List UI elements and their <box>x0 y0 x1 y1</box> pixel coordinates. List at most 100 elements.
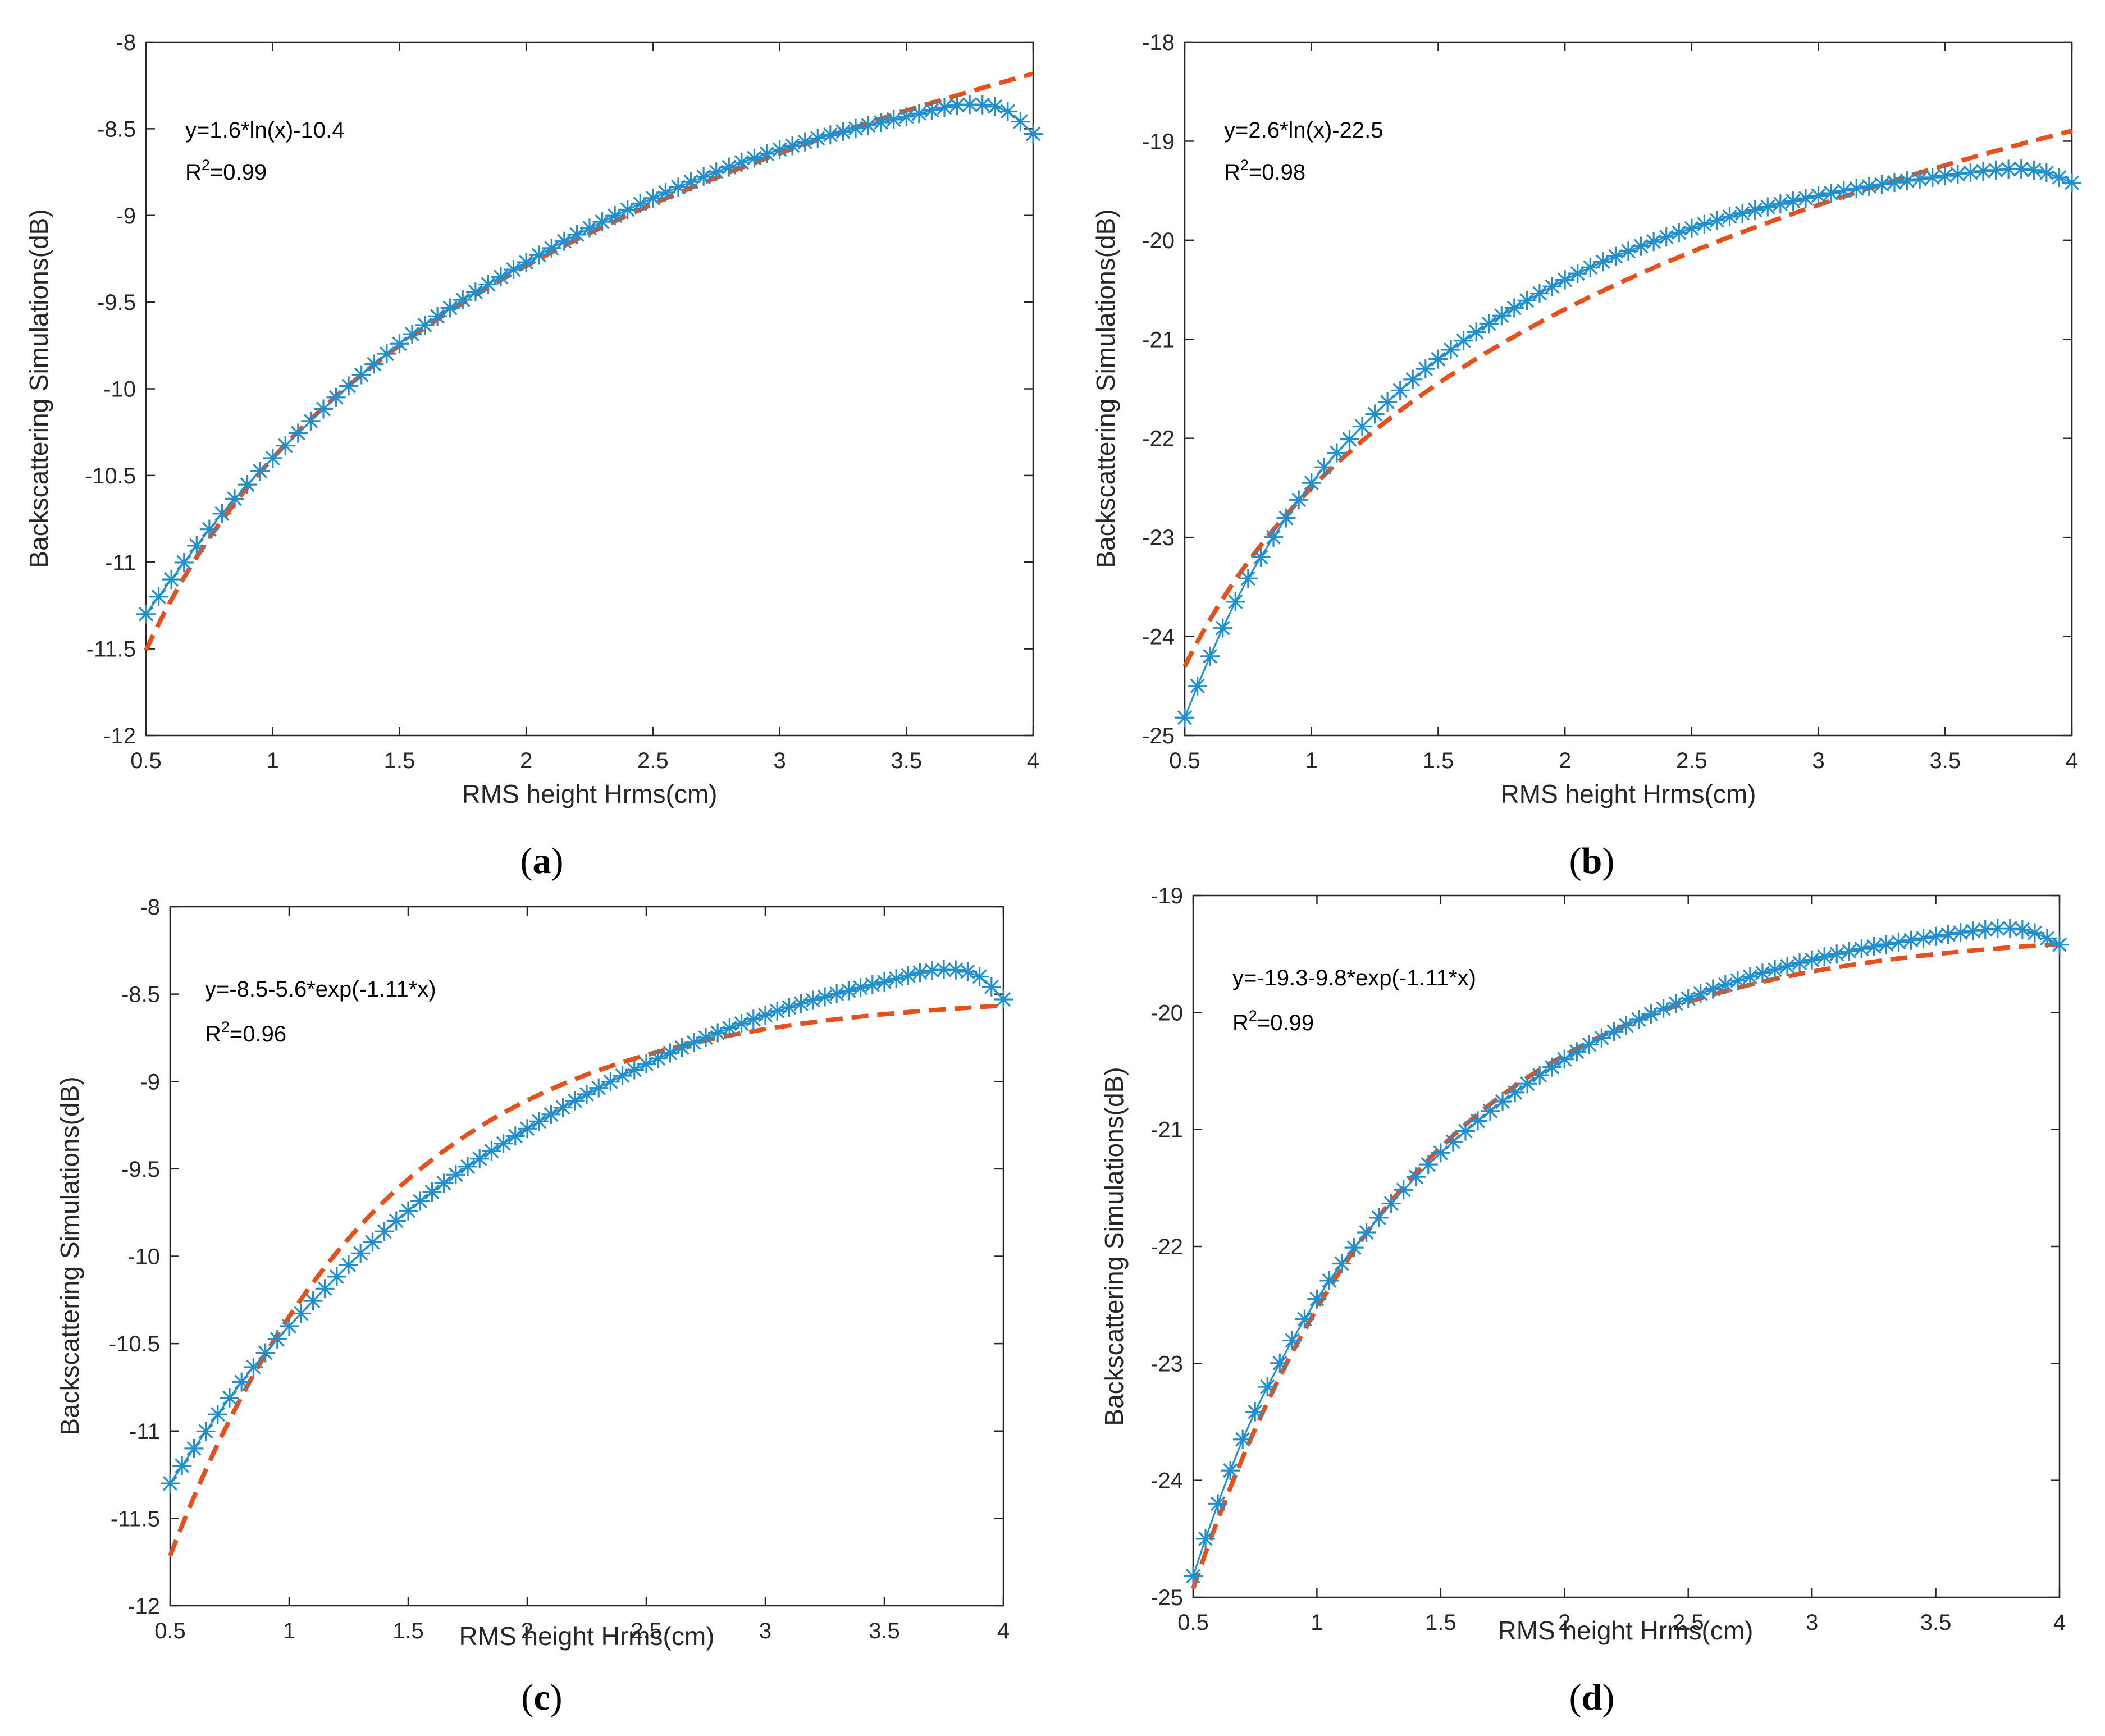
simulation-point <box>1809 186 1828 205</box>
simulation-point <box>1479 314 1499 334</box>
simulation-point <box>303 1291 323 1311</box>
simulation-point <box>1852 939 1871 959</box>
y-tick-label: -11 <box>105 550 136 575</box>
simulation-point <box>1669 223 1689 243</box>
fit-curve-series <box>144 71 1034 652</box>
simulation-point <box>399 1201 418 1221</box>
simulation-point <box>839 981 859 1001</box>
simulation-point <box>351 1244 371 1263</box>
simulation-point <box>1555 1049 1574 1069</box>
y-tick-label: -24 <box>1150 1469 1183 1493</box>
simulation-point <box>339 1255 358 1274</box>
simulation-point <box>846 118 865 138</box>
simulation-point <box>827 984 847 1004</box>
simulation-point <box>672 1038 692 1058</box>
simulation-point <box>276 436 295 455</box>
simulation-point <box>1455 1121 1475 1141</box>
simulation-point <box>1961 163 1980 182</box>
simulation-point <box>2036 163 2056 182</box>
simulation-point <box>174 552 194 572</box>
simulation-point <box>970 967 989 986</box>
simulation-series <box>1184 919 2069 1586</box>
simulation-point <box>756 1005 775 1025</box>
caption-open-paren: ( <box>520 840 533 881</box>
x-tick-label: 3 <box>759 1619 771 1643</box>
simulation-point <box>1889 933 1908 952</box>
simulation-point <box>720 1018 739 1038</box>
x-tick-label: 0.5 <box>1169 748 1200 773</box>
simulation-point <box>377 344 396 364</box>
simulation-point <box>199 519 219 539</box>
simulation-point <box>897 107 916 126</box>
simulation-point <box>1295 1309 1314 1329</box>
simulation-point <box>669 177 688 197</box>
simulation-point <box>1974 161 1993 181</box>
simulation-point <box>922 961 942 980</box>
simulation-point <box>1319 1271 1339 1290</box>
simulation-point <box>465 282 485 302</box>
simulation-point <box>2000 919 2020 938</box>
y-tick-label: -18 <box>1142 30 1175 55</box>
y-axis-label: Backscattering Simulations(dB) <box>24 209 53 568</box>
y-tick-label: -8.5 <box>97 117 136 141</box>
x-tick-label: 2.5 <box>1676 748 1707 773</box>
simulation-point <box>745 148 764 168</box>
simulation-point <box>1790 953 1810 973</box>
simulation-point <box>859 116 878 135</box>
caption-close-paren: ) <box>550 1677 563 1718</box>
simulation-point <box>1641 1004 1661 1024</box>
simulation-point <box>1403 369 1423 389</box>
y-tick-label: -25 <box>1142 724 1175 748</box>
simulation-point <box>719 157 739 177</box>
simulation-point <box>1415 359 1435 379</box>
simulation-point <box>263 449 282 468</box>
simulation-point <box>1418 1155 1438 1175</box>
simulation-point <box>232 1372 252 1392</box>
simulation-point <box>410 1191 430 1211</box>
simulation-point <box>779 998 799 1017</box>
simulation-point <box>504 260 523 280</box>
r-squared: R2=0.98 <box>1224 157 1305 185</box>
simulation-point <box>605 206 625 226</box>
simulation-point <box>1394 1180 1413 1200</box>
simulation-point <box>1467 322 1486 342</box>
simulation-point <box>1859 176 1879 196</box>
x-tick-label: 4 <box>2053 1610 2066 1635</box>
fit-equation: y=1.6*ln(x)-10.4 <box>185 118 344 143</box>
simulation-point <box>589 1078 609 1098</box>
simulation-point <box>1568 264 1587 284</box>
r-squared: R2=0.99 <box>1232 1007 1314 1035</box>
simulation-point <box>1353 417 1372 436</box>
simulation-point <box>1999 159 2019 179</box>
simulation-point <box>1357 1223 1376 1242</box>
simulation-point <box>1678 989 1698 1008</box>
simulation-point <box>649 1049 668 1068</box>
simulation-point <box>1530 284 1549 303</box>
r-squared-prefix: R <box>185 160 202 185</box>
simulation-point <box>660 1043 680 1063</box>
simulation-point <box>768 1001 787 1021</box>
simulation-series <box>1175 159 2081 728</box>
simulation-point <box>529 245 549 265</box>
x-tick-label: 3 <box>1806 1610 1818 1635</box>
simulation-point <box>225 489 244 509</box>
simulation-point <box>1654 999 1673 1018</box>
panel-caption: (b) <box>1569 840 1615 881</box>
simulation-point <box>684 1033 704 1052</box>
simulation-point <box>2012 920 2032 939</box>
simulation-point <box>529 1112 549 1131</box>
simulation-point <box>1251 547 1271 567</box>
simulation-point <box>2049 168 2069 188</box>
simulation-point <box>1733 203 1752 223</box>
simulation-point <box>1314 458 1334 477</box>
caption-close-paren: ) <box>551 840 564 881</box>
y-tick-label: -23 <box>1150 1351 1183 1376</box>
simulation-point <box>1542 1057 1562 1077</box>
chart-panel-c: 0.5 1 1.5 2 2.5 3 3.5 4 -8 -8.5 -9 -9.5 -10 -10.5 -11 -… <box>55 895 1013 1718</box>
simulation-point <box>301 411 321 431</box>
simulation-point <box>1629 1010 1649 1030</box>
simulation-point <box>1796 189 1815 208</box>
simulation-point <box>1604 1022 1624 1041</box>
simulation-point <box>935 98 954 117</box>
simulation-point <box>1926 926 1946 946</box>
